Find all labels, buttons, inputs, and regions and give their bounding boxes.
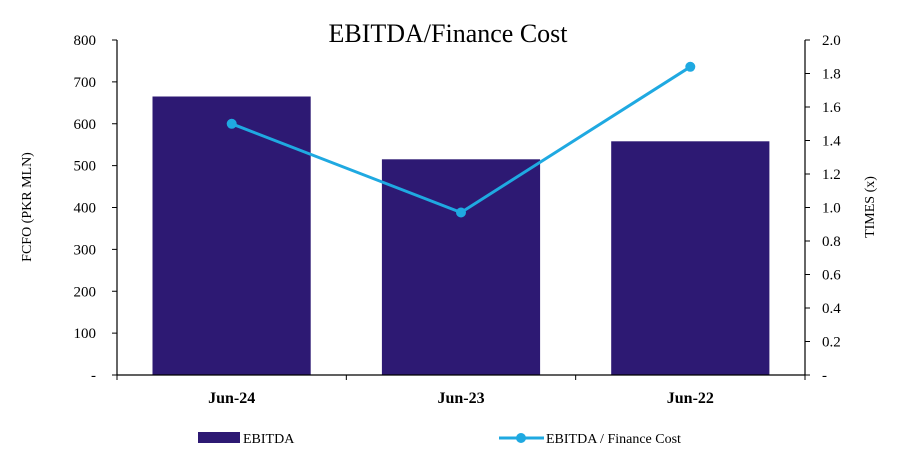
right-y-tick-label: 0.8 [822, 234, 841, 250]
right-y-tick-label: 1.2 [822, 167, 841, 183]
left-y-tick-label: 200 [74, 284, 97, 300]
legend-label-ratio: EBITDA / Finance Cost [546, 432, 681, 447]
right-y-tick-label: 0.2 [822, 335, 841, 351]
x-tick-label: Jun-22 [667, 390, 714, 407]
left-y-tick-label: 100 [74, 326, 97, 342]
left-y-ticks: - 100 200 300 400 500 600 700 800 [74, 33, 117, 384]
left-y-tick-label: 800 [74, 33, 97, 49]
right-y-tick-label: 0.4 [822, 301, 841, 317]
bar-series [152, 96, 770, 375]
left-y-axis-title: FCFO (PKR MLN) [20, 152, 35, 262]
right-y-tick-label: 1.6 [822, 100, 841, 116]
right-y-tick-label: 2.0 [822, 33, 841, 49]
right-y-ticks: - 0.2 0.4 0.6 0.8 1.0 1.2 1.4 1.6 1.8 2.0 [805, 33, 841, 384]
x-ticks: Jun-24 Jun-23 Jun-22 [116, 375, 806, 407]
left-y-tick-label: 700 [74, 75, 97, 91]
right-y-tick-label: 0.6 [822, 268, 841, 284]
right-y-tick-label: 1.4 [822, 134, 841, 150]
legend-label-ebitda: EBITDA [243, 432, 295, 447]
right-y-axis-title: TIMES (x) [863, 176, 878, 238]
ratio-point-Jun-23 [456, 207, 466, 218]
line-series [226, 61, 696, 218]
x-tick-label: Jun-23 [437, 390, 484, 407]
left-y-tick-label: 600 [74, 117, 97, 133]
left-y-tick-label: - [91, 368, 96, 384]
ratio-point-Jun-22 [685, 61, 696, 72]
left-y-tick-label: 500 [74, 159, 97, 175]
left-y-tick-label: 300 [74, 242, 97, 258]
bar-Jun-22 [611, 141, 770, 375]
legend-line-marker [516, 433, 526, 443]
x-tick-label: Jun-24 [208, 390, 255, 407]
right-y-tick-label: - [822, 368, 827, 384]
bar-Jun-23 [381, 159, 541, 375]
right-y-tick-label: 1.8 [822, 67, 841, 83]
bar-Jun-24 [152, 96, 311, 375]
left-y-tick-label: 400 [74, 201, 97, 217]
legend: EBITDA EBITDA / Finance Cost [198, 432, 681, 447]
right-y-tick-label: 1.0 [822, 201, 841, 217]
ratio-point-Jun-24 [226, 118, 237, 129]
chart-title: EBITDA/Finance Cost [328, 19, 568, 48]
legend-bar-swatch [198, 432, 240, 443]
